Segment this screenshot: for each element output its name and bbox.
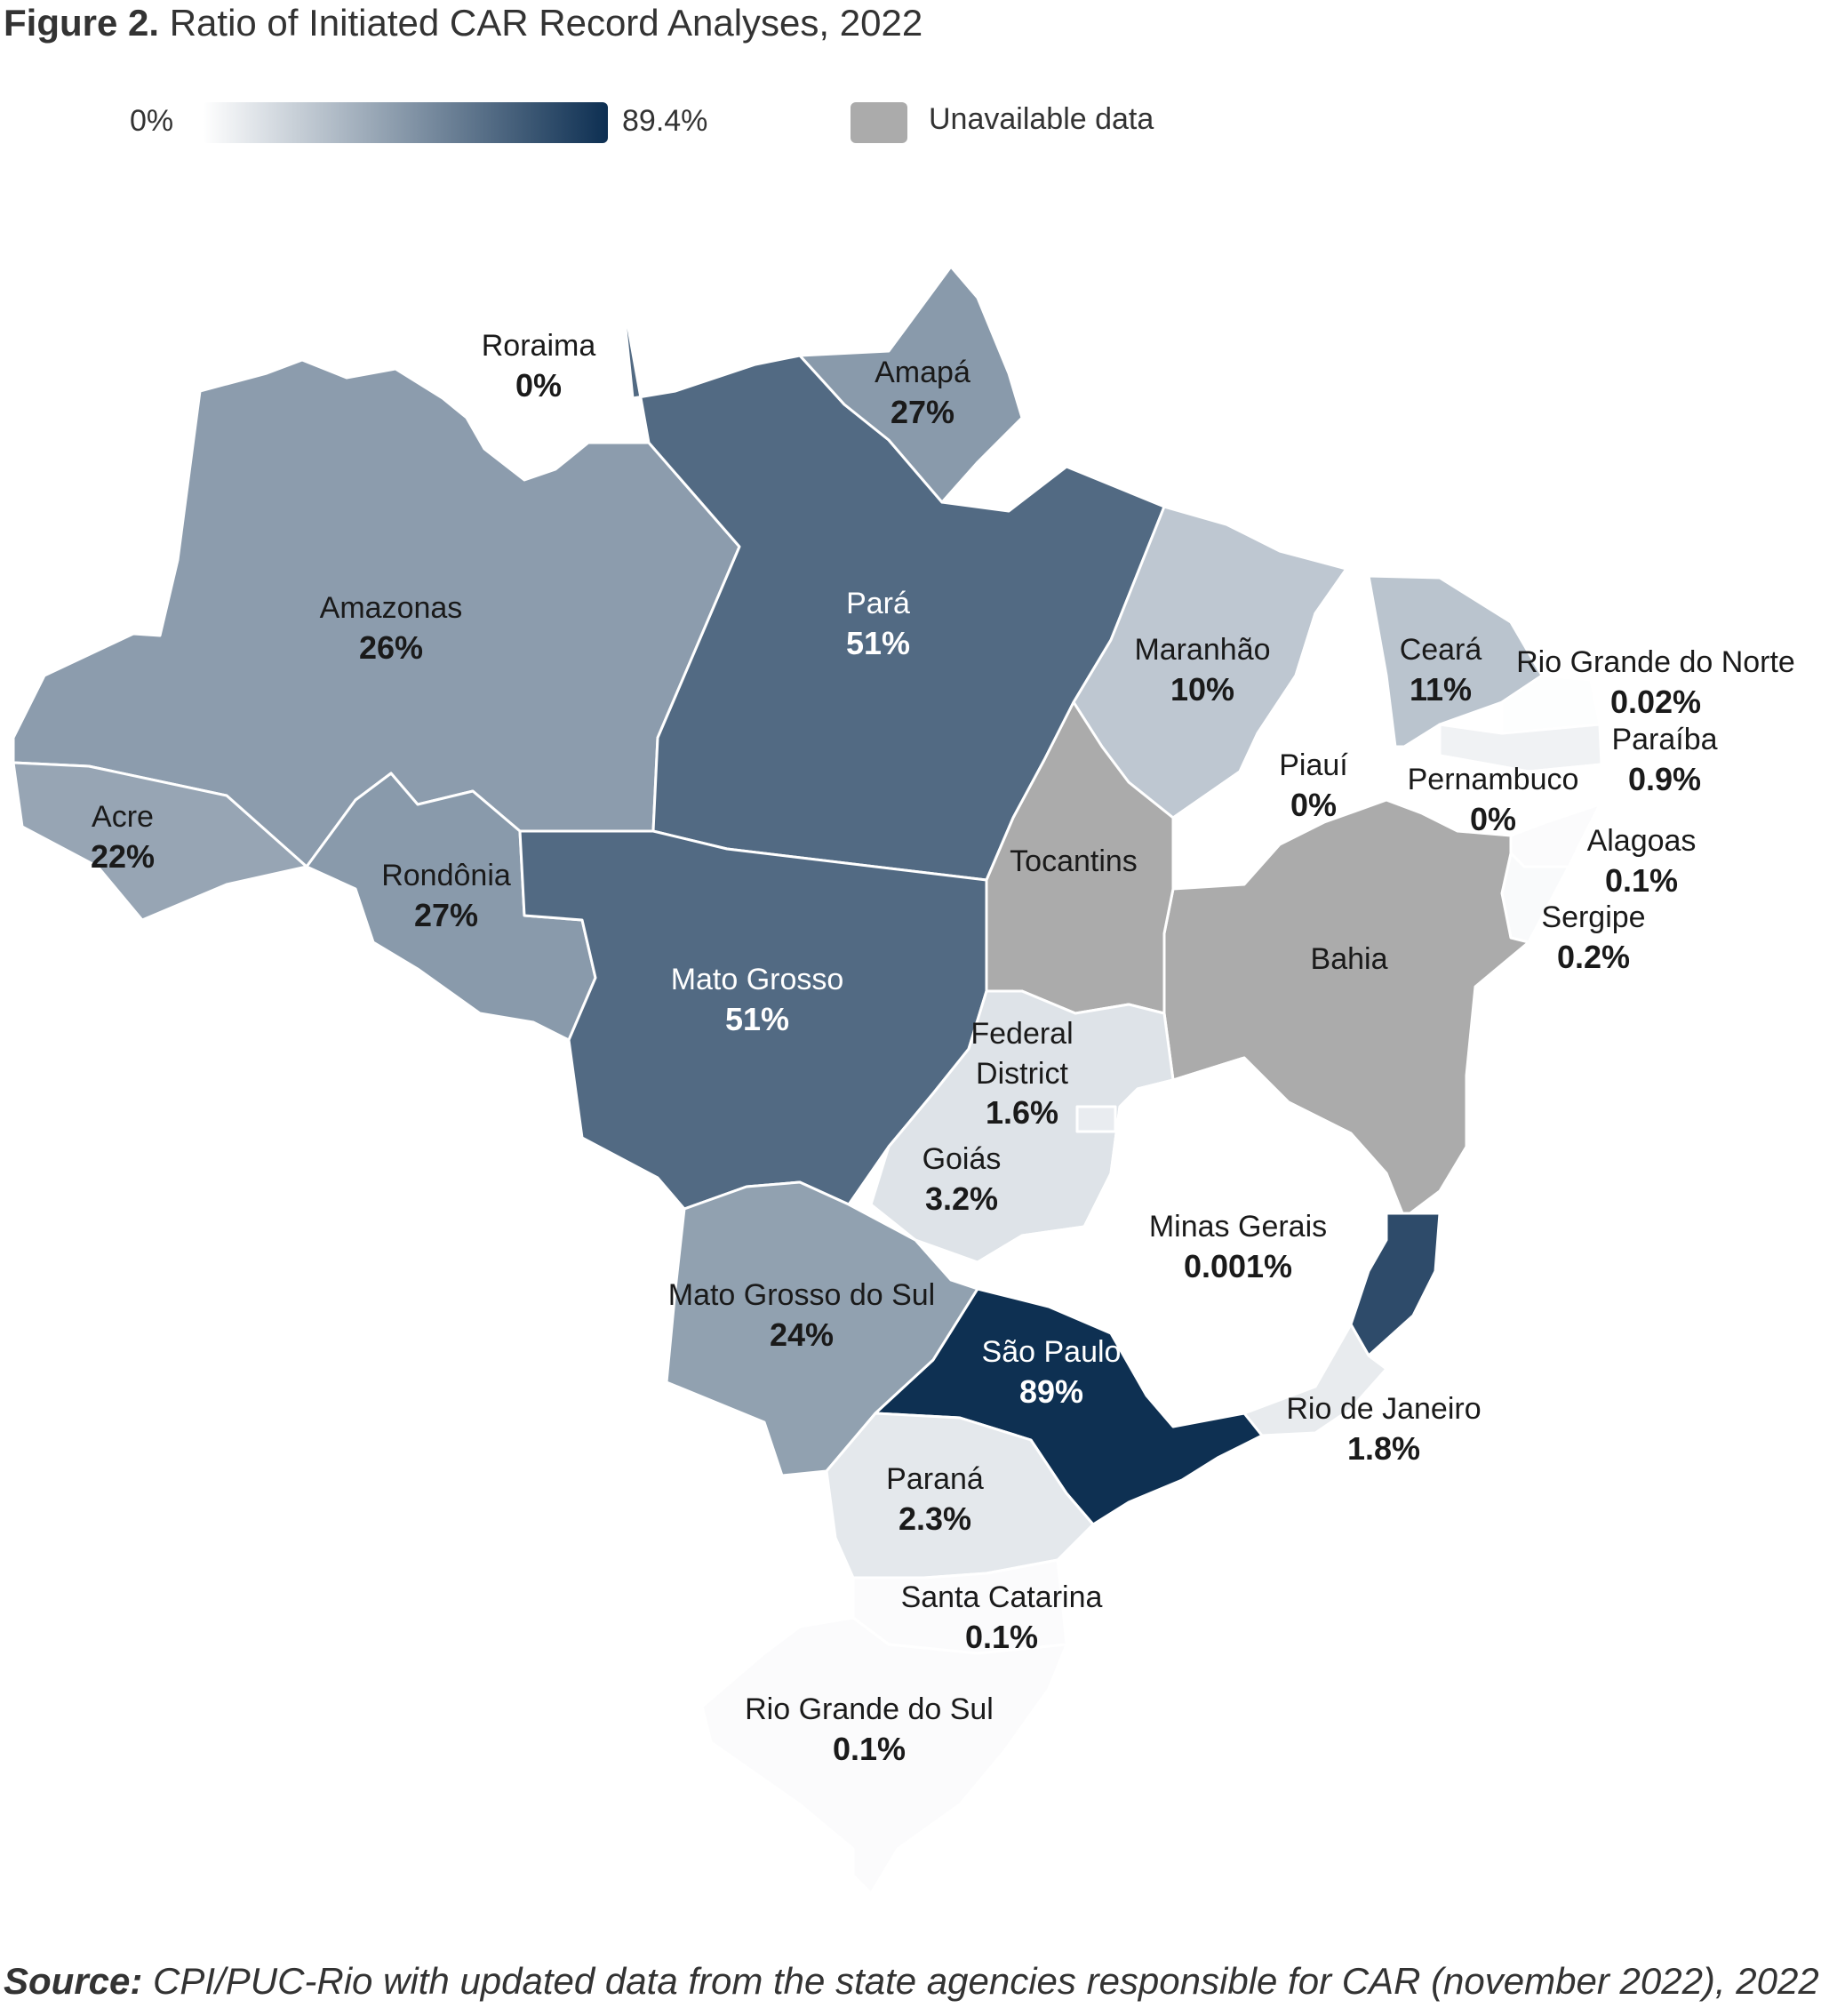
state-name-bahia: Bahia xyxy=(1311,942,1388,976)
state-name-sergipe: Sergipe xyxy=(1541,900,1645,934)
state-value-mato-grosso: 51% xyxy=(725,1001,789,1037)
figure-label: Figure 2. xyxy=(4,2,160,44)
state-name-rio-de-janeiro: Rio de Janeiro xyxy=(1286,1392,1481,1426)
state-value-alagoas: 0.1% xyxy=(1605,862,1678,899)
state-name-ceara: Ceará xyxy=(1400,633,1482,667)
state-value-pernambuco: 0% xyxy=(1470,801,1516,837)
state-value-amapa: 27% xyxy=(891,394,954,430)
state-value-sao-paulo: 89% xyxy=(1019,1373,1083,1410)
state-rs[interactable] xyxy=(700,1616,1068,1895)
legend-min-label: 0% xyxy=(130,104,174,138)
state-name-espirito-santo: Espírito Santo xyxy=(1440,1254,1630,1288)
state-name-ms: Mato Grosso do Sul xyxy=(668,1278,935,1312)
state-name-sao-paulo: São Paulo xyxy=(982,1335,1122,1369)
legend-gradient-bar xyxy=(203,102,608,143)
state-name-amazonas: Amazonas xyxy=(320,591,463,625)
state-name-para: Pará xyxy=(846,587,910,620)
state-name-amapa: Amapá xyxy=(875,356,970,389)
brazil-map: Roraima 0% Amapá 27% Amazonas 26% Pará 51% Maran… xyxy=(12,228,1795,1895)
state-ceara[interactable] xyxy=(1367,574,1544,748)
figure-title: Figure 2. Ratio of Initiated CAR Record … xyxy=(4,2,922,44)
state-value-maranhao: 10% xyxy=(1170,671,1234,708)
state-name-tocantins: Tocantins xyxy=(1010,844,1138,878)
state-value-goias: 3.2% xyxy=(925,1180,998,1217)
state-acre[interactable] xyxy=(12,761,308,922)
state-roraima[interactable] xyxy=(382,228,635,482)
state-value-roraima: 0% xyxy=(515,367,562,404)
state-value-amazonas: 26% xyxy=(359,629,423,666)
state-value-rs: 0.1% xyxy=(833,1731,906,1767)
state-value-ms: 24% xyxy=(770,1316,834,1353)
state-name-piaui: Piauí xyxy=(1279,748,1348,782)
source-label: Source: xyxy=(4,1960,143,2002)
state-value-para: 51% xyxy=(846,625,910,661)
state-value-paraiba: 0.9% xyxy=(1628,761,1701,797)
state-value-federal-district: 1.6% xyxy=(986,1094,1058,1131)
state-value-sergipe: 0.2% xyxy=(1557,939,1630,975)
state-name-alagoas: Alagoas xyxy=(1587,824,1697,858)
state-value-santa-catarina: 0.1% xyxy=(965,1619,1038,1655)
state-federal-district[interactable] xyxy=(1075,1105,1117,1133)
state-name-federal-district: Federal District xyxy=(970,1017,1073,1091)
state-name-goias: Goiás xyxy=(922,1142,1002,1176)
source-text: CPI/PUC-Rio with updated data from the s… xyxy=(153,1960,1819,2002)
state-name-pernambuco: Pernambuco xyxy=(1408,763,1579,796)
state-value-ceara: 11% xyxy=(1410,671,1472,708)
unavailable-data-label: Unavailable data xyxy=(929,102,1154,136)
legend-max-label: 89.4% xyxy=(622,104,708,138)
state-name-minas-gerais: Minas Gerais xyxy=(1149,1210,1327,1244)
state-name-rs: Rio Grande do Sul xyxy=(745,1692,994,1726)
state-name-paraiba: Paraíba xyxy=(1611,723,1717,756)
state-amapa[interactable] xyxy=(798,265,1024,504)
state-name-santa-catarina: Santa Catarina xyxy=(901,1580,1103,1614)
state-value-rn: 0.02% xyxy=(1610,684,1701,720)
state-value-piaui: 0% xyxy=(1290,787,1337,823)
source-note: Source: CPI/PUC-Rio with updated data fr… xyxy=(4,1960,1819,2003)
state-value-acre: 22% xyxy=(91,838,155,875)
state-name-parana: Paraná xyxy=(886,1462,984,1496)
figure-title-text: Ratio of Initiated CAR Record Analyses, … xyxy=(169,2,923,44)
state-name-rondonia: Rondônia xyxy=(381,859,511,892)
state-value-parana: 2.3% xyxy=(899,1500,971,1537)
state-name-roraima: Roraima xyxy=(482,329,596,363)
state-value-minas-gerais: 0.001% xyxy=(1184,1248,1292,1284)
state-value-rondonia: 27% xyxy=(414,897,478,933)
state-name-maranhao: Maranhão xyxy=(1134,633,1270,667)
state-value-rio-de-janeiro: 1.8% xyxy=(1347,1430,1420,1467)
state-name-mato-grosso: Mato Grosso xyxy=(671,963,844,996)
state-value-espirito-santo: 70% xyxy=(1503,1292,1567,1329)
unavailable-data-swatch xyxy=(851,102,907,143)
state-name-acre: Acre xyxy=(92,800,154,834)
state-name-rn: Rio Grande do Norte xyxy=(1516,645,1795,679)
